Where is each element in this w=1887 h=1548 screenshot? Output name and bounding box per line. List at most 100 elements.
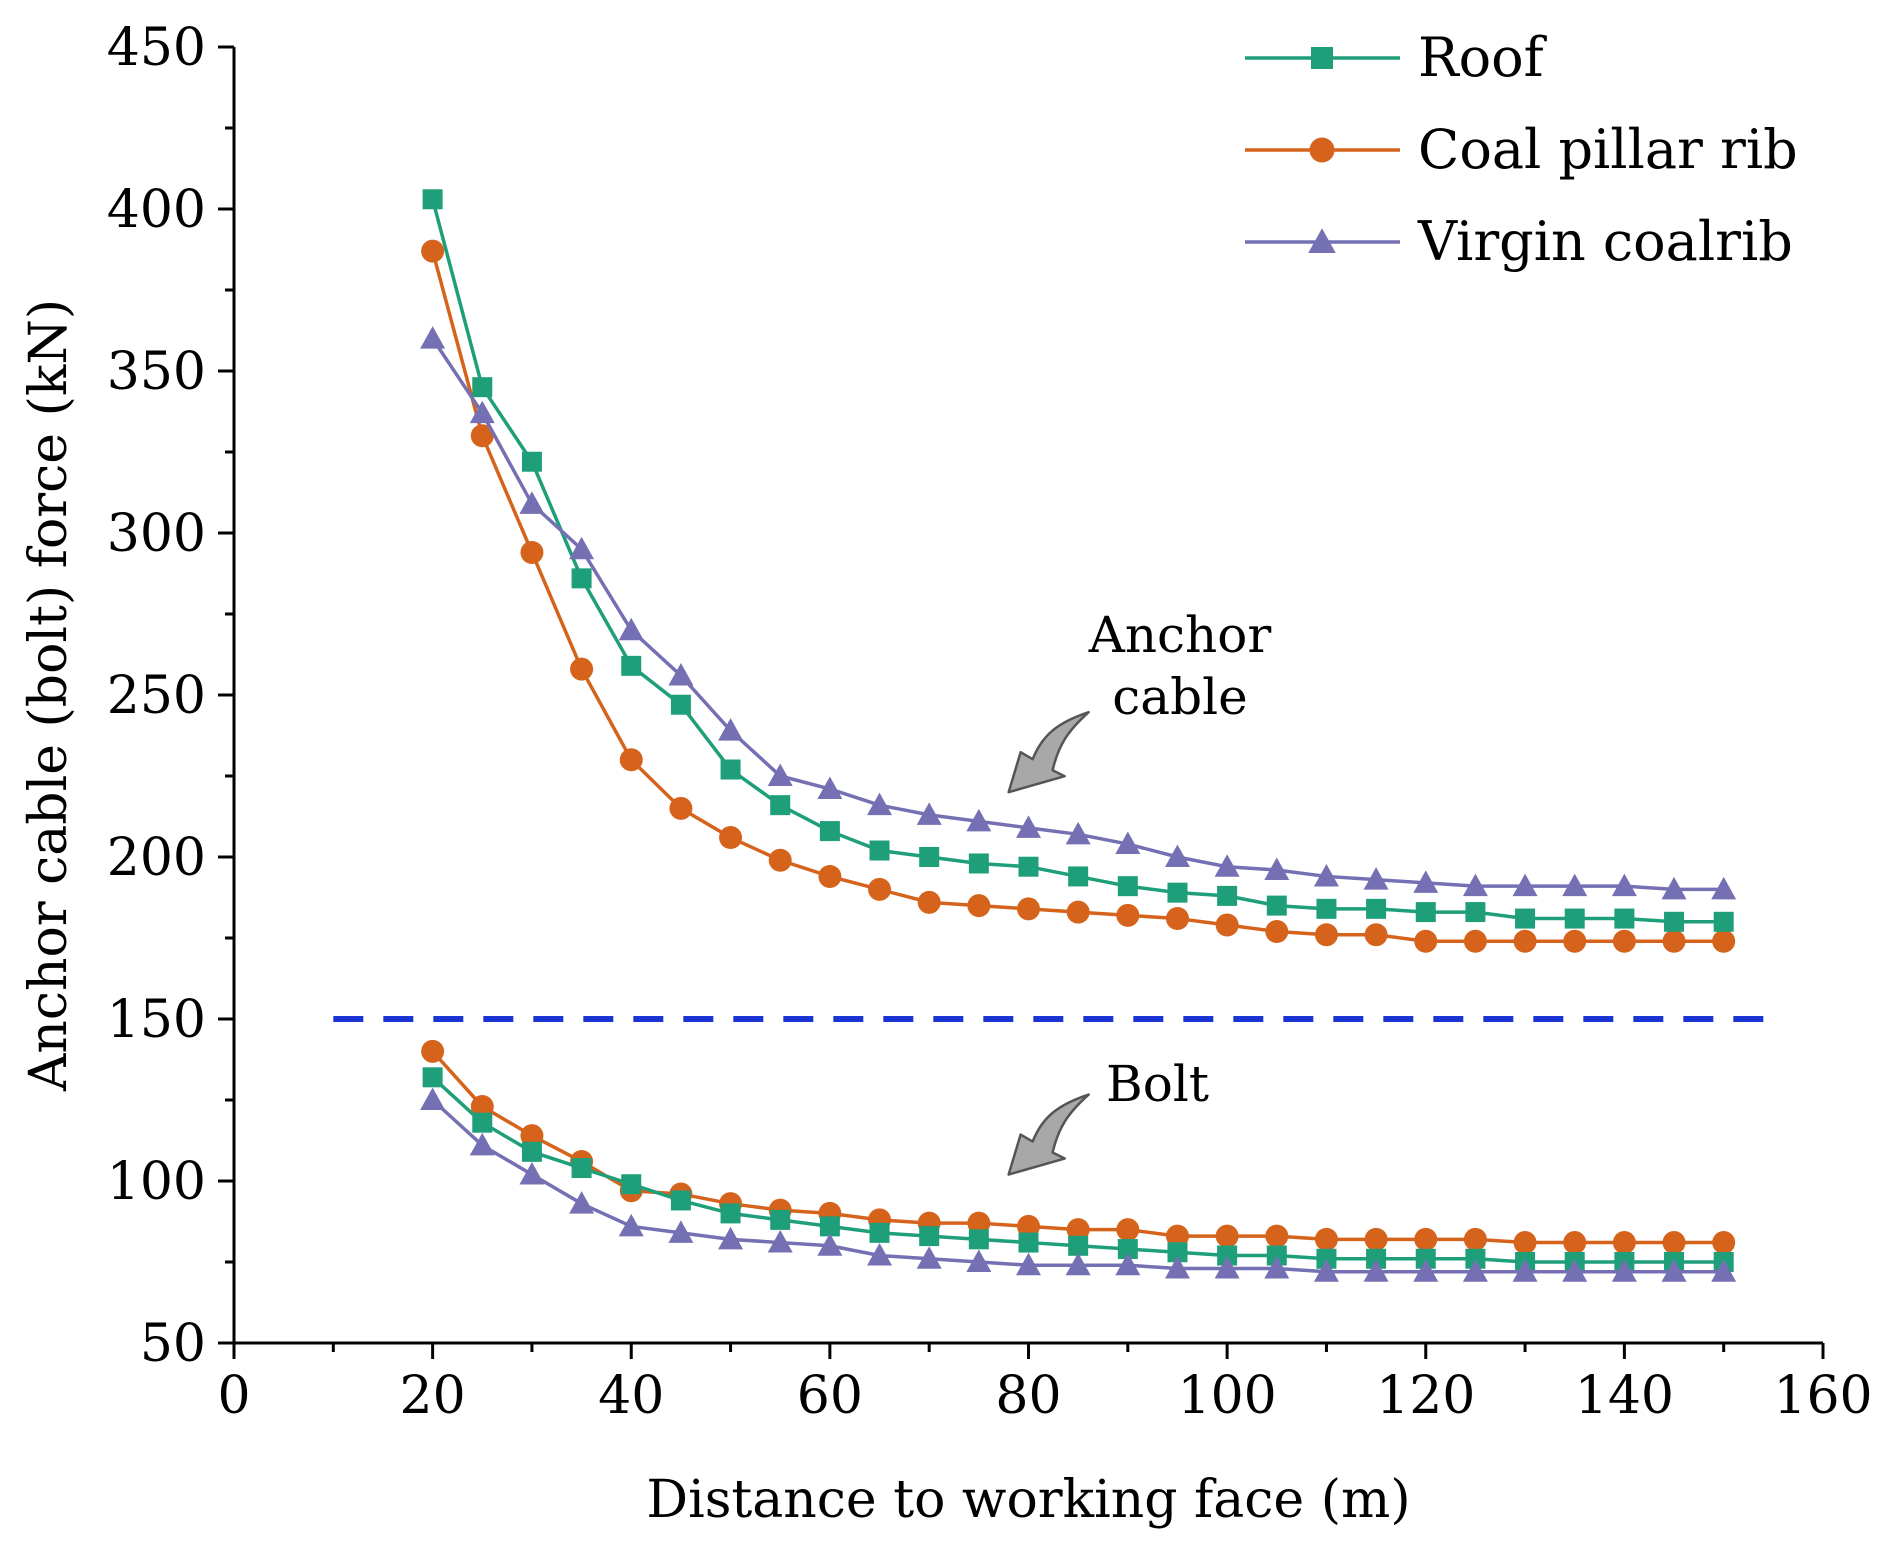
data-point — [1167, 1242, 1188, 1263]
y-tick-label: 150 — [107, 990, 206, 1050]
data-point — [469, 400, 495, 424]
data-point — [819, 1216, 840, 1237]
data-point — [1363, 1259, 1389, 1282]
data-point — [1414, 1227, 1438, 1251]
data-point — [1117, 876, 1138, 897]
data-point — [770, 795, 791, 816]
data-point — [767, 1230, 793, 1253]
data-point — [1017, 897, 1040, 921]
data-point — [618, 617, 644, 641]
data-point — [1415, 902, 1436, 923]
data-point — [1314, 923, 1338, 947]
data-point — [968, 1229, 989, 1250]
data-point — [520, 1124, 544, 1148]
data-point — [1309, 137, 1335, 163]
data-point — [1266, 895, 1287, 916]
data-point — [768, 848, 792, 872]
data-point — [1215, 913, 1239, 937]
data-point — [621, 1174, 642, 1195]
data-point — [1167, 882, 1188, 903]
x-tick-label: 80 — [995, 1366, 1061, 1426]
data-point — [1662, 1231, 1686, 1255]
data-point — [919, 1226, 940, 1247]
legend-label: Roof — [1418, 26, 1548, 89]
data-point — [1266, 1245, 1287, 1266]
data-point — [1463, 1227, 1487, 1251]
data-point — [1612, 929, 1636, 953]
arrow-shape — [1007, 1093, 1090, 1176]
x-tick-label: 140 — [1575, 1366, 1674, 1426]
data-point — [1165, 907, 1189, 931]
data-point — [1164, 1255, 1190, 1279]
data-point — [571, 568, 592, 589]
data-point — [669, 796, 693, 820]
data-point — [1264, 857, 1290, 880]
data-point — [1413, 870, 1439, 893]
y-tick-label: 300 — [107, 504, 206, 564]
y-tick-label: 250 — [107, 666, 206, 726]
data-point — [967, 894, 991, 918]
x-tick-label: 60 — [797, 1366, 863, 1426]
data-point — [1265, 1224, 1289, 1248]
data-point — [1018, 1232, 1039, 1253]
data-point — [1066, 1218, 1090, 1242]
data-point — [1563, 1231, 1587, 1255]
data-point — [770, 1209, 791, 1230]
data-point — [966, 808, 992, 832]
data-point — [1614, 908, 1635, 929]
x-tick-label: 160 — [1773, 1366, 1872, 1426]
x-tick-label: 100 — [1177, 1366, 1276, 1426]
data-point — [1115, 1252, 1141, 1276]
data-point — [719, 826, 743, 850]
data-point — [569, 1191, 595, 1214]
x-tick-label: 40 — [598, 1366, 664, 1426]
data-point — [1364, 1227, 1388, 1251]
data-point — [570, 657, 594, 681]
y-tick-label: 350 — [107, 342, 206, 402]
x-axis-title: Distance to working face (m) — [646, 1470, 1410, 1530]
axes-layer: 0 20 40 60 80 100 120 140 160 50 100 150 200 250 300 35… — [107, 18, 1873, 1426]
y-tick-label: 50 — [140, 1314, 206, 1374]
data-point — [1512, 1259, 1538, 1282]
series-bolt-virgin-coalrib — [420, 1087, 1737, 1282]
data-point — [1664, 911, 1685, 932]
data-point — [1415, 1248, 1436, 1269]
data-point — [1017, 1214, 1040, 1238]
series-anchor-cable-roof — [422, 189, 1734, 932]
data-point — [967, 1211, 991, 1235]
data-point — [1363, 867, 1389, 890]
data-point — [470, 1094, 494, 1118]
data-point — [1018, 856, 1039, 877]
data-point — [1515, 908, 1536, 929]
legend-label: Virgin coalrib — [1417, 210, 1793, 273]
data-point — [1611, 1259, 1637, 1282]
series-anchor-cable-coal-pillar-rib — [421, 239, 1736, 953]
data-point — [1713, 911, 1734, 932]
series-line — [431, 337, 1724, 892]
data-point — [817, 1233, 843, 1256]
bolt-arrow — [1007, 1093, 1090, 1176]
data-point — [1115, 831, 1141, 855]
data-point — [1116, 1218, 1140, 1242]
data-point — [1265, 920, 1289, 944]
data-point — [867, 792, 893, 816]
data-point — [1462, 1259, 1488, 1282]
data-point — [919, 847, 940, 867]
y-tick-label: 200 — [107, 828, 206, 888]
data-point — [1068, 1235, 1089, 1256]
data-point — [1465, 902, 1486, 923]
data-point — [520, 540, 544, 564]
legend: Roof Coal pillar rib Virgin coalrib — [1245, 26, 1798, 273]
data-point — [1164, 844, 1190, 867]
data-point — [1661, 876, 1687, 900]
data-point — [421, 1039, 445, 1063]
x-tick-label: 20 — [400, 1366, 466, 1426]
data-point — [470, 424, 494, 448]
data-point — [1065, 821, 1091, 845]
data-point — [1215, 1224, 1239, 1248]
anchor-label-line-1: Anchor — [1088, 606, 1272, 664]
data-point — [1316, 1248, 1337, 1269]
x-tick-label: 0 — [217, 1366, 250, 1426]
data-point — [1465, 1248, 1486, 1269]
